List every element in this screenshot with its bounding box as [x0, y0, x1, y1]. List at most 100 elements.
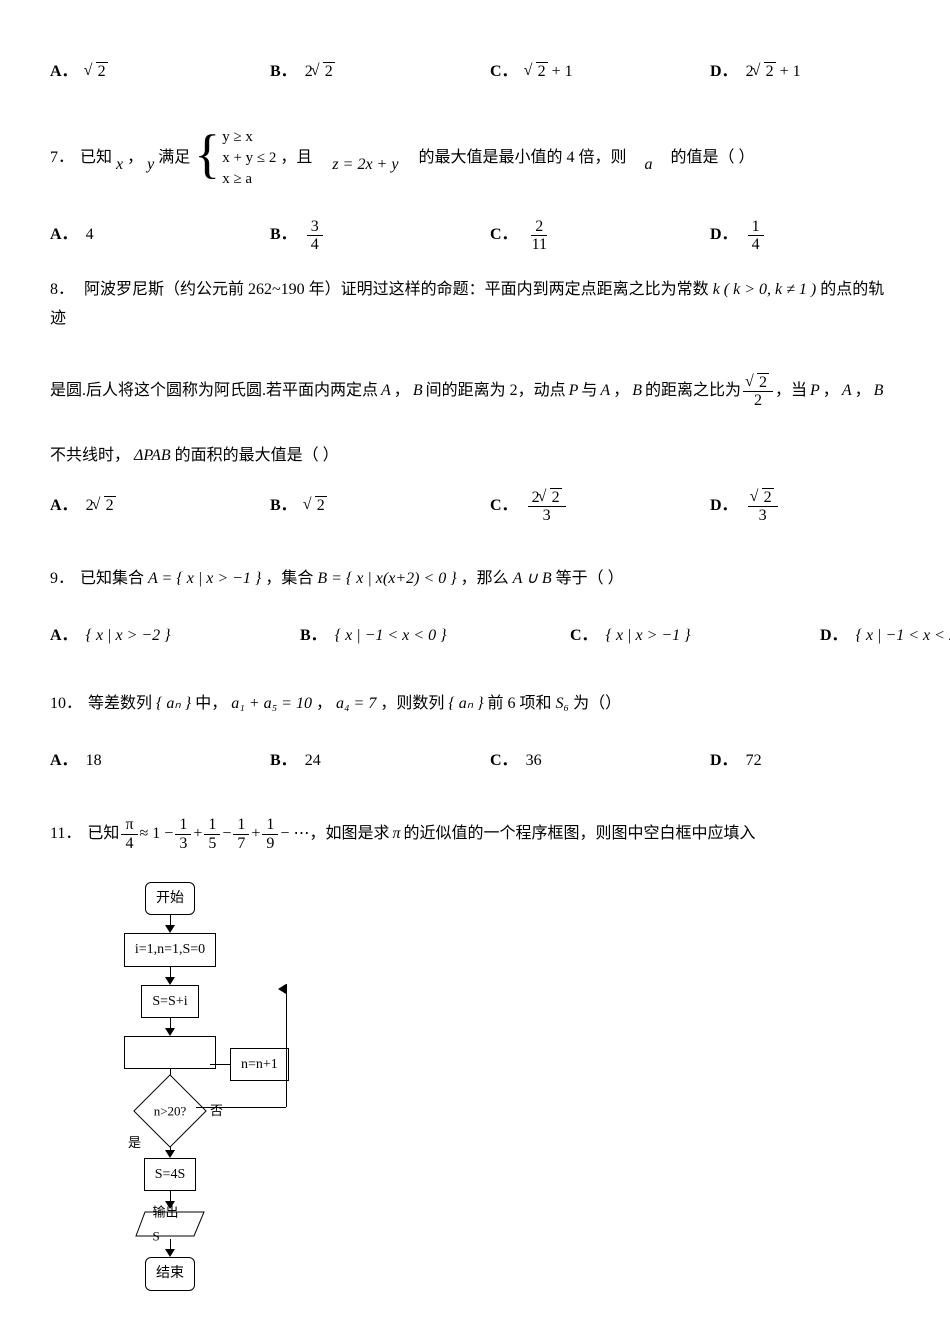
sys-line: x ≥ a: [222, 169, 276, 190]
text: 满足: [158, 144, 190, 173]
var: S₆: [556, 690, 570, 719]
frac: 19: [262, 816, 278, 852]
opt-label: D．: [820, 622, 848, 651]
text: 是圆.后人将这个圆称为阿氏圆.若平面内两定点: [50, 377, 378, 406]
text: ，: [316, 690, 332, 719]
q10-opt-a: A． 18: [50, 747, 200, 776]
value: 24: [305, 747, 321, 776]
q6-opt-a: A． 2: [50, 58, 200, 87]
text: ，: [855, 377, 871, 406]
text: 的最大值是最小值的 4 倍，则: [418, 144, 626, 173]
text: 阿波罗尼斯（约公元前 262~190 年）证明过这样的命题：平面内到两定点距离之…: [84, 281, 709, 298]
text: ，: [613, 377, 629, 406]
q7-opt-c: C． 2 11: [490, 218, 640, 254]
q7-opt-b: B． 3 4: [270, 218, 420, 254]
text: 的近似值的一个程序框图，则图中空白框中应填入: [403, 820, 755, 849]
opt-label: C．: [490, 492, 518, 521]
text: ，: [823, 377, 839, 406]
text: 已知集合: [80, 565, 144, 594]
fc-yes-label: 是: [128, 1131, 141, 1154]
frac: 2 11: [528, 218, 551, 254]
fc-cond: n>20?: [135, 1091, 205, 1131]
var: A: [600, 377, 610, 406]
q10-stem: 10． 等差数列 { aₙ } 中， a₁ + a₅ = 10 ， a₄ = 7…: [50, 690, 621, 719]
frac: 17: [233, 816, 249, 852]
text: 的距离之比为: [645, 377, 741, 406]
text: ，且: [280, 144, 312, 173]
expr: k ( k > 0, k ≠ 1 ): [713, 281, 817, 298]
text: 前 6 项和: [488, 690, 552, 719]
text: ，如图是求: [309, 820, 389, 849]
value: 36: [526, 747, 542, 776]
text: ≈ 1 −: [140, 820, 174, 849]
opt-label: D．: [710, 492, 738, 521]
set: { x | x > −2 }: [86, 622, 171, 651]
q9-opt-b: B． { x | −1 < x < 0 }: [300, 622, 490, 651]
text: 不共线时，: [50, 447, 130, 464]
var: y: [147, 151, 154, 180]
var: P: [810, 377, 820, 406]
opt-label: C．: [490, 58, 518, 87]
text: −: [222, 820, 231, 849]
q8-opt-b: B． 2: [270, 492, 420, 521]
fc-mul: S=4S: [144, 1158, 196, 1191]
text: ，那么: [461, 565, 509, 594]
text: +: [193, 820, 202, 849]
frac: 15: [204, 816, 220, 852]
q9-options: A． { x | x > −2 } B． { x | −1 < x < 0 } …: [50, 622, 900, 651]
q8-opt-a: A． 22: [50, 492, 200, 521]
value: 72: [746, 747, 762, 776]
math: 22 + 1: [746, 58, 801, 87]
opt-label: D．: [710, 747, 738, 776]
frac: 1 4: [748, 218, 764, 254]
q8-stem3: 不共线时， ΔPAB 的面积的最大值是（ ）: [50, 442, 900, 471]
text: − ⋯: [280, 820, 309, 849]
opt-label: A．: [50, 221, 78, 250]
frac: 13: [175, 816, 191, 852]
text: 等于（ ）: [556, 565, 624, 594]
q8-stem2: 是圆.后人将这个圆称为阿氏圆.若平面内两定点 A ， B 间的距离为 2，动点 …: [50, 374, 886, 410]
text: 的值是（ ）: [670, 144, 754, 173]
q8-options: A． 22 B． 2 C． 22 3 D． 2 3: [50, 489, 900, 525]
set: A = { x | x > −1 }: [148, 565, 261, 594]
q10-options: A． 18 B． 24 C． 36 D． 72: [50, 747, 900, 776]
opt-label: B．: [270, 221, 297, 250]
opt-label: A．: [50, 622, 78, 651]
opt-label: A．: [50, 58, 78, 87]
set: { x | x > −1 }: [606, 622, 691, 651]
value: 4: [86, 221, 94, 250]
q9-opt-a: A． { x | x > −2 }: [50, 622, 220, 651]
sys-line: x + y ≤ 2: [222, 148, 276, 169]
var: a: [644, 151, 652, 180]
q7-stem: 7． 已知 x ， y 满足 { y ≥ x x + y ≤ 2 x ≥ a ，…: [50, 127, 754, 190]
set: { x | −1 < x < 2 }: [856, 622, 950, 651]
q7-options: A． 4 B． 3 4 C． 2 11 D． 1 4: [50, 218, 900, 254]
var: π: [392, 820, 400, 849]
set: { x | −1 < x < 0 }: [335, 622, 447, 651]
fc-blank: [124, 1036, 216, 1069]
fc-start: 开始: [145, 882, 195, 915]
var: A: [842, 377, 852, 406]
qnum: 10．: [50, 690, 82, 719]
opt-label: C．: [570, 622, 598, 651]
q10-opt-b: B． 24: [270, 747, 420, 776]
q9-opt-c: C． { x | x > −1 }: [570, 622, 740, 651]
frac: 22 3: [528, 489, 566, 525]
opt-label: B．: [300, 622, 327, 651]
text: 为（）: [573, 690, 621, 719]
q10-opt-d: D． 72: [710, 747, 860, 776]
qnum: 11．: [50, 820, 81, 849]
qnum: 9．: [50, 565, 74, 594]
fc-inc: n=n+1: [230, 1048, 289, 1081]
q7-opt-a: A． 4: [50, 221, 200, 250]
text: ，: [394, 377, 410, 406]
expr: A ∪ B: [513, 565, 552, 594]
text: 的面积的最大值是（ ）: [175, 447, 339, 464]
q6-opt-b: B． 22: [270, 58, 420, 87]
q6-options: A． 2 B． 22 C． 2 + 1 D． 22 + 1: [50, 58, 900, 87]
text: 间的距离为 2，动点: [426, 377, 566, 406]
text: ，集合: [265, 565, 313, 594]
q8-opt-c: C． 22 3: [490, 489, 640, 525]
text: +: [251, 820, 260, 849]
expr: a₄ = 7: [336, 690, 376, 719]
